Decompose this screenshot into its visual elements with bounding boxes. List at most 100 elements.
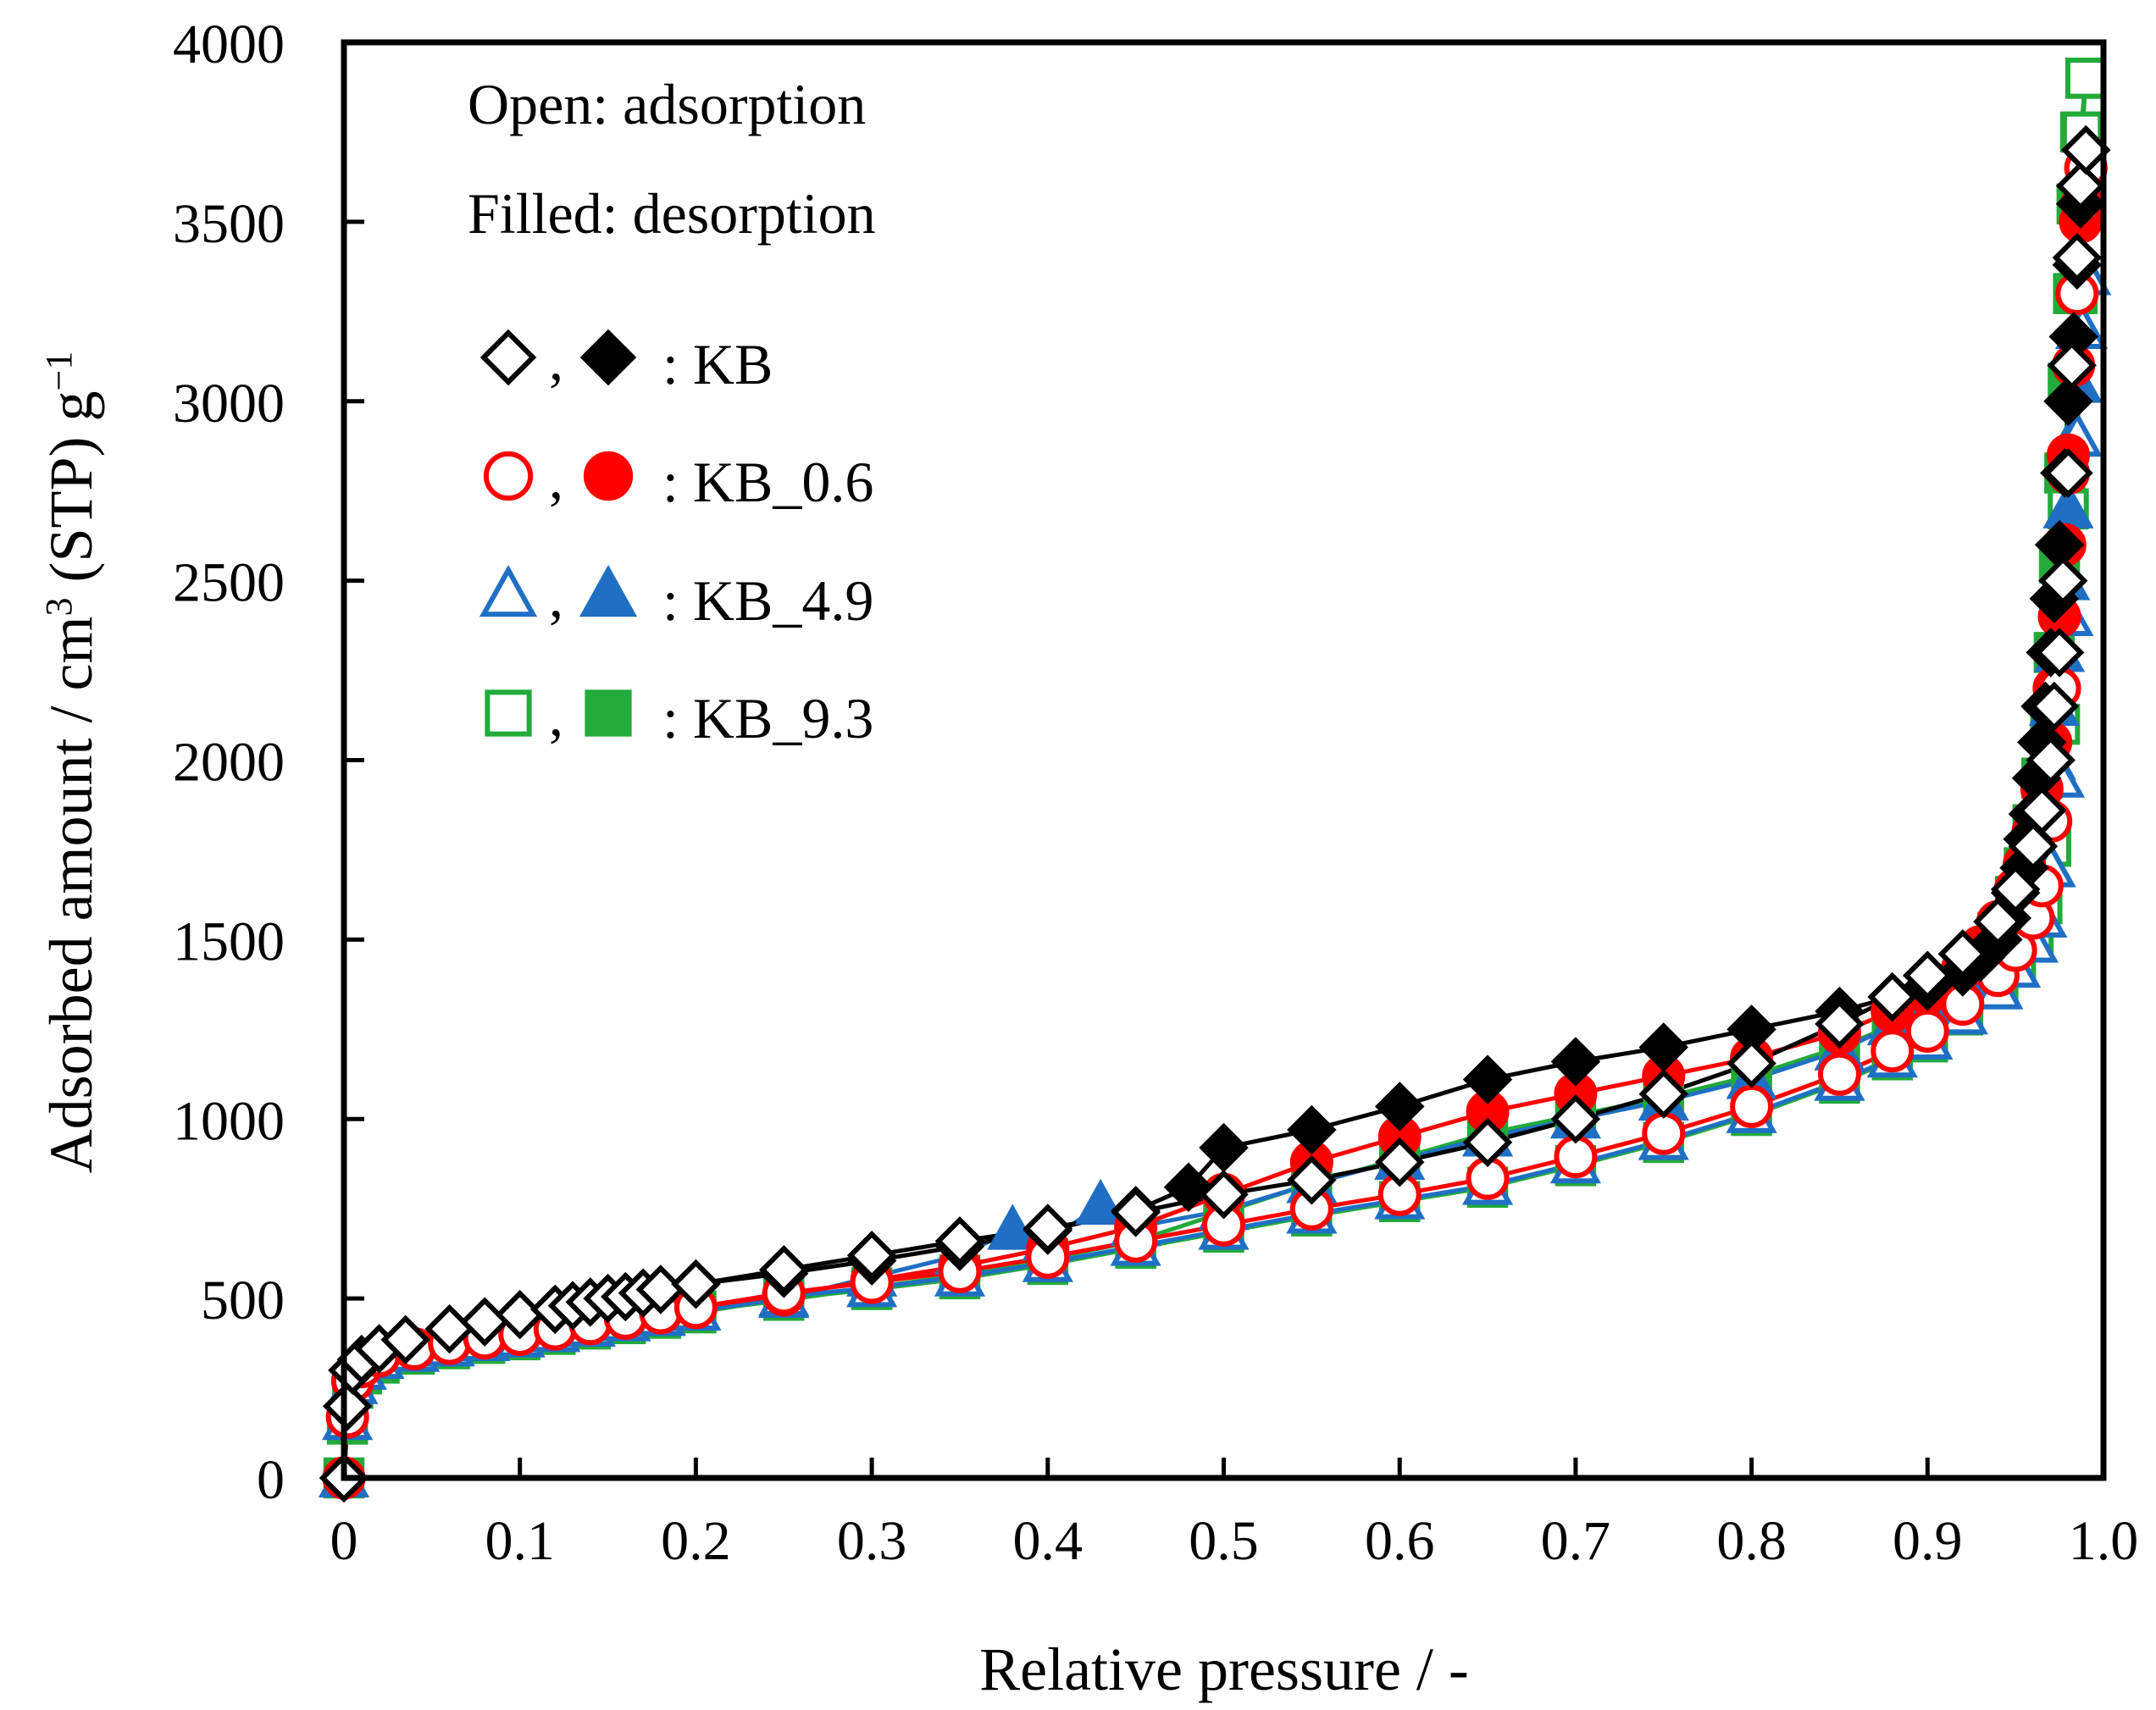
point-kb-adsorption [2026, 735, 2076, 785]
point-kb-adsorption [671, 1259, 721, 1309]
plot-frame [341, 39, 2107, 1481]
point-kb-0-6-adsorption [1905, 1009, 1949, 1053]
plot-markers [318, 58, 2112, 1503]
y-axis-label-main: Adsorbed amount / cm [37, 616, 105, 1173]
point-kb-adsorption [934, 1216, 985, 1266]
y-tick-label: 3000 [173, 373, 285, 434]
x-tick-label: 0.2 [661, 1510, 731, 1572]
legend-label-kb: : KB [662, 332, 773, 396]
legend-label-kb-4-9: : KB_4.9 [662, 568, 873, 633]
x-tick-label: 0.7 [1541, 1510, 1611, 1572]
point-kb-adsorption [2029, 681, 2080, 732]
legend-separator: , [549, 328, 563, 392]
y-tick-label: 1500 [173, 910, 285, 972]
point-kb-adsorption [1111, 1187, 1161, 1237]
x-axis: 0 0.1 0.2 0.3 0.4 0.5 0.6 0.7 0.8 0.9 1.0 [330, 1458, 2139, 1572]
point-kb-adsorption [1973, 896, 2023, 947]
y-axis-label-mid: (STP) g [37, 390, 105, 597]
point-kb-desorption [1374, 1082, 1425, 1132]
legend-label-kb-0-6: : KB_0.6 [662, 450, 873, 514]
x-tick-label: 0 [330, 1510, 358, 1572]
point-kb-desorption [1287, 1104, 1337, 1155]
x-tick-label: 1.0 [2069, 1510, 2139, 1572]
point-kb-desorption [2043, 376, 2093, 426]
x-tick-label: 0.4 [1013, 1510, 1084, 1572]
legend-filled-marker-kb-9-3 [585, 689, 632, 737]
annotation-adsorption: Open: adsorption [468, 72, 866, 136]
point-kb-adsorption [1867, 971, 1918, 1022]
legend-open-marker-kb [479, 329, 537, 386]
point-kb-adsorption [2055, 161, 2106, 211]
point-kb-desorption [1462, 1054, 1513, 1104]
point-kb-adsorption [2052, 233, 2103, 283]
point-kb-0-6-adsorption [1871, 1029, 1915, 1073]
legend-filled-marker-kb [579, 329, 637, 386]
point-kb-adsorption [2034, 628, 2085, 678]
point-kb-adsorption [1550, 1094, 1601, 1144]
point-kb-adsorption [1374, 1137, 1425, 1187]
y-axis-label: Adsorbed amount / cm3 (STP) g−1 [37, 351, 105, 1174]
y-tick-label: 2000 [173, 732, 285, 794]
point-kb-adsorption [1726, 1038, 1776, 1088]
y-axis-label-sup1: 3 [38, 597, 80, 616]
point-kb-adsorption [1903, 950, 1953, 1000]
y-axis-label-sup2: −1 [38, 351, 80, 391]
point-kb-0-6-adsorption [1642, 1111, 1686, 1155]
point-kb-adsorption [2037, 556, 2088, 606]
point-kb-adsorption [2060, 125, 2111, 175]
legend-filled-marker-kb-0-6 [583, 451, 634, 501]
point-kb-adsorption [1937, 929, 1988, 979]
y-tick-label: 1000 [173, 1090, 285, 1152]
x-tick-label: 0.3 [837, 1510, 907, 1572]
y-tick-label: 2500 [173, 552, 285, 614]
y-tick-label: 500 [201, 1270, 285, 1331]
point-kb-adsorption [2043, 448, 2093, 498]
point-kb-9-3-adsorption [2065, 58, 2107, 99]
point-kb-0-6-adsorption [1817, 1052, 1861, 1096]
plot-lines [341, 78, 2088, 1479]
point-kb-adsorption [1990, 864, 2041, 915]
point-kb-adsorption [1199, 1169, 1249, 1220]
point-kb-adsorption [1287, 1155, 1337, 1205]
x-tick-label: 0.8 [1716, 1510, 1787, 1572]
point-kb-desorption [1163, 1162, 1214, 1213]
point-kb-adsorption [846, 1231, 897, 1281]
point-kb-desorption [1199, 1122, 1249, 1173]
point-kb-0-6-adsorption [1730, 1084, 1774, 1128]
legend-filled-marker-kb-4-9 [579, 564, 638, 617]
y-tick-label: 4000 [173, 14, 285, 75]
point-kb-desorption [1638, 1022, 1688, 1072]
legend-label-kb-9-3: : KB_9.3 [662, 686, 873, 750]
x-tick-label: 0.6 [1365, 1510, 1435, 1572]
x-tick-label: 0.1 [485, 1510, 555, 1572]
point-kb-adsorption [2047, 340, 2097, 390]
line-kb-9-3-adsorption [341, 78, 2088, 1479]
y-axis: 0 500 1000 1500 2000 2500 3000 3500 4000 [173, 14, 364, 1511]
point-kb-adsorption [1023, 1204, 1073, 1253]
legend-separator: , [549, 683, 563, 748]
x-axis-label: Relative pressure / - [979, 1635, 1469, 1703]
point-kb-adsorption [759, 1244, 809, 1295]
point-kb-adsorption [1638, 1069, 1688, 1119]
point-kb-4-9-desorption [1075, 1178, 1127, 1225]
point-kb-adsorption [2008, 821, 2059, 872]
legend-separator: , [549, 565, 563, 629]
point-kb-adsorption [380, 1314, 430, 1365]
point-kb-adsorption [2017, 785, 2067, 836]
legend-open-marker-kb-9-3 [485, 689, 532, 737]
annotation-desorption: Filled: desorption [468, 181, 876, 246]
legend: : KB : KB_0.6 : KB_4.9 : KB_9.3 ,,,, [479, 328, 873, 750]
point-kb-desorption [1550, 1037, 1601, 1087]
x-tick-label: 0.5 [1189, 1510, 1259, 1572]
point-kb-4-9-desorption [987, 1204, 1039, 1250]
legend-separator: , [549, 446, 563, 511]
y-tick-label: 0 [257, 1449, 285, 1511]
legend-open-marker-kb-0-6 [483, 451, 534, 501]
y-tick-label: 3500 [173, 193, 285, 255]
x-tick-label: 0.9 [1893, 1510, 1963, 1572]
point-kb-adsorption [1462, 1117, 1513, 1168]
legend-open-marker-kb-4-9 [479, 564, 538, 617]
point-kb-adsorption [322, 1381, 373, 1431]
point-kb-adsorption [1815, 999, 1865, 1049]
